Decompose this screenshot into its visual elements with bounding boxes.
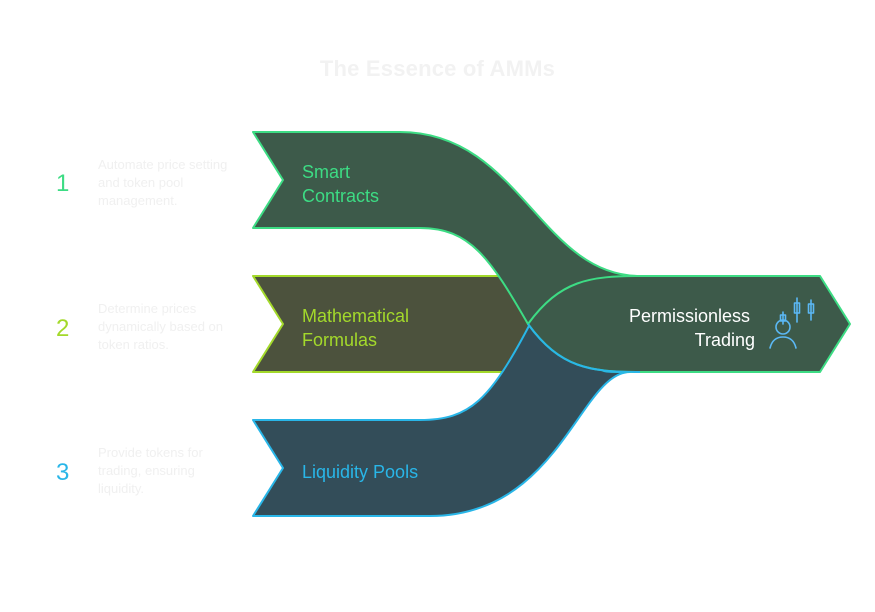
math-formulas-label: Mathematical Formulas	[302, 306, 414, 350]
step-description-3: Provide tokens for trading, ensuring liq…	[98, 445, 203, 496]
step-description-1: Automate price setting and token pool ma…	[98, 157, 228, 208]
math-formulas-arrow	[252, 275, 546, 373]
step-number-3: 3	[56, 459, 70, 486]
junction-outline	[527, 323, 641, 373]
step-number-2: 2	[56, 315, 70, 342]
smart-contracts-label-line1: Smart	[302, 162, 350, 182]
smart-contracts-label-line2: Contracts	[302, 186, 379, 206]
math-formulas-label-line2: Formulas	[302, 330, 377, 350]
liquidity-pools-label: Liquidity Pools	[302, 462, 418, 482]
permissionless-trading-label: Permissionless Trading	[629, 306, 755, 350]
liquidity-pools-label-line1: Liquidity Pools	[302, 462, 418, 482]
trader-chart-icon	[769, 297, 815, 349]
step-description-2: Determine prices dynamically based on to…	[98, 301, 224, 352]
step-number-1: 1	[56, 170, 70, 197]
math-formulas-label-line1: Mathematical	[302, 306, 409, 326]
permissionless-trading-label-line1: Permissionless	[629, 306, 750, 326]
smart-contracts-label: Smart Contracts	[302, 162, 379, 206]
diagram-title: The Essence of AMMs	[319, 56, 556, 81]
permissionless-trading-label-line2: Trading	[695, 330, 755, 350]
